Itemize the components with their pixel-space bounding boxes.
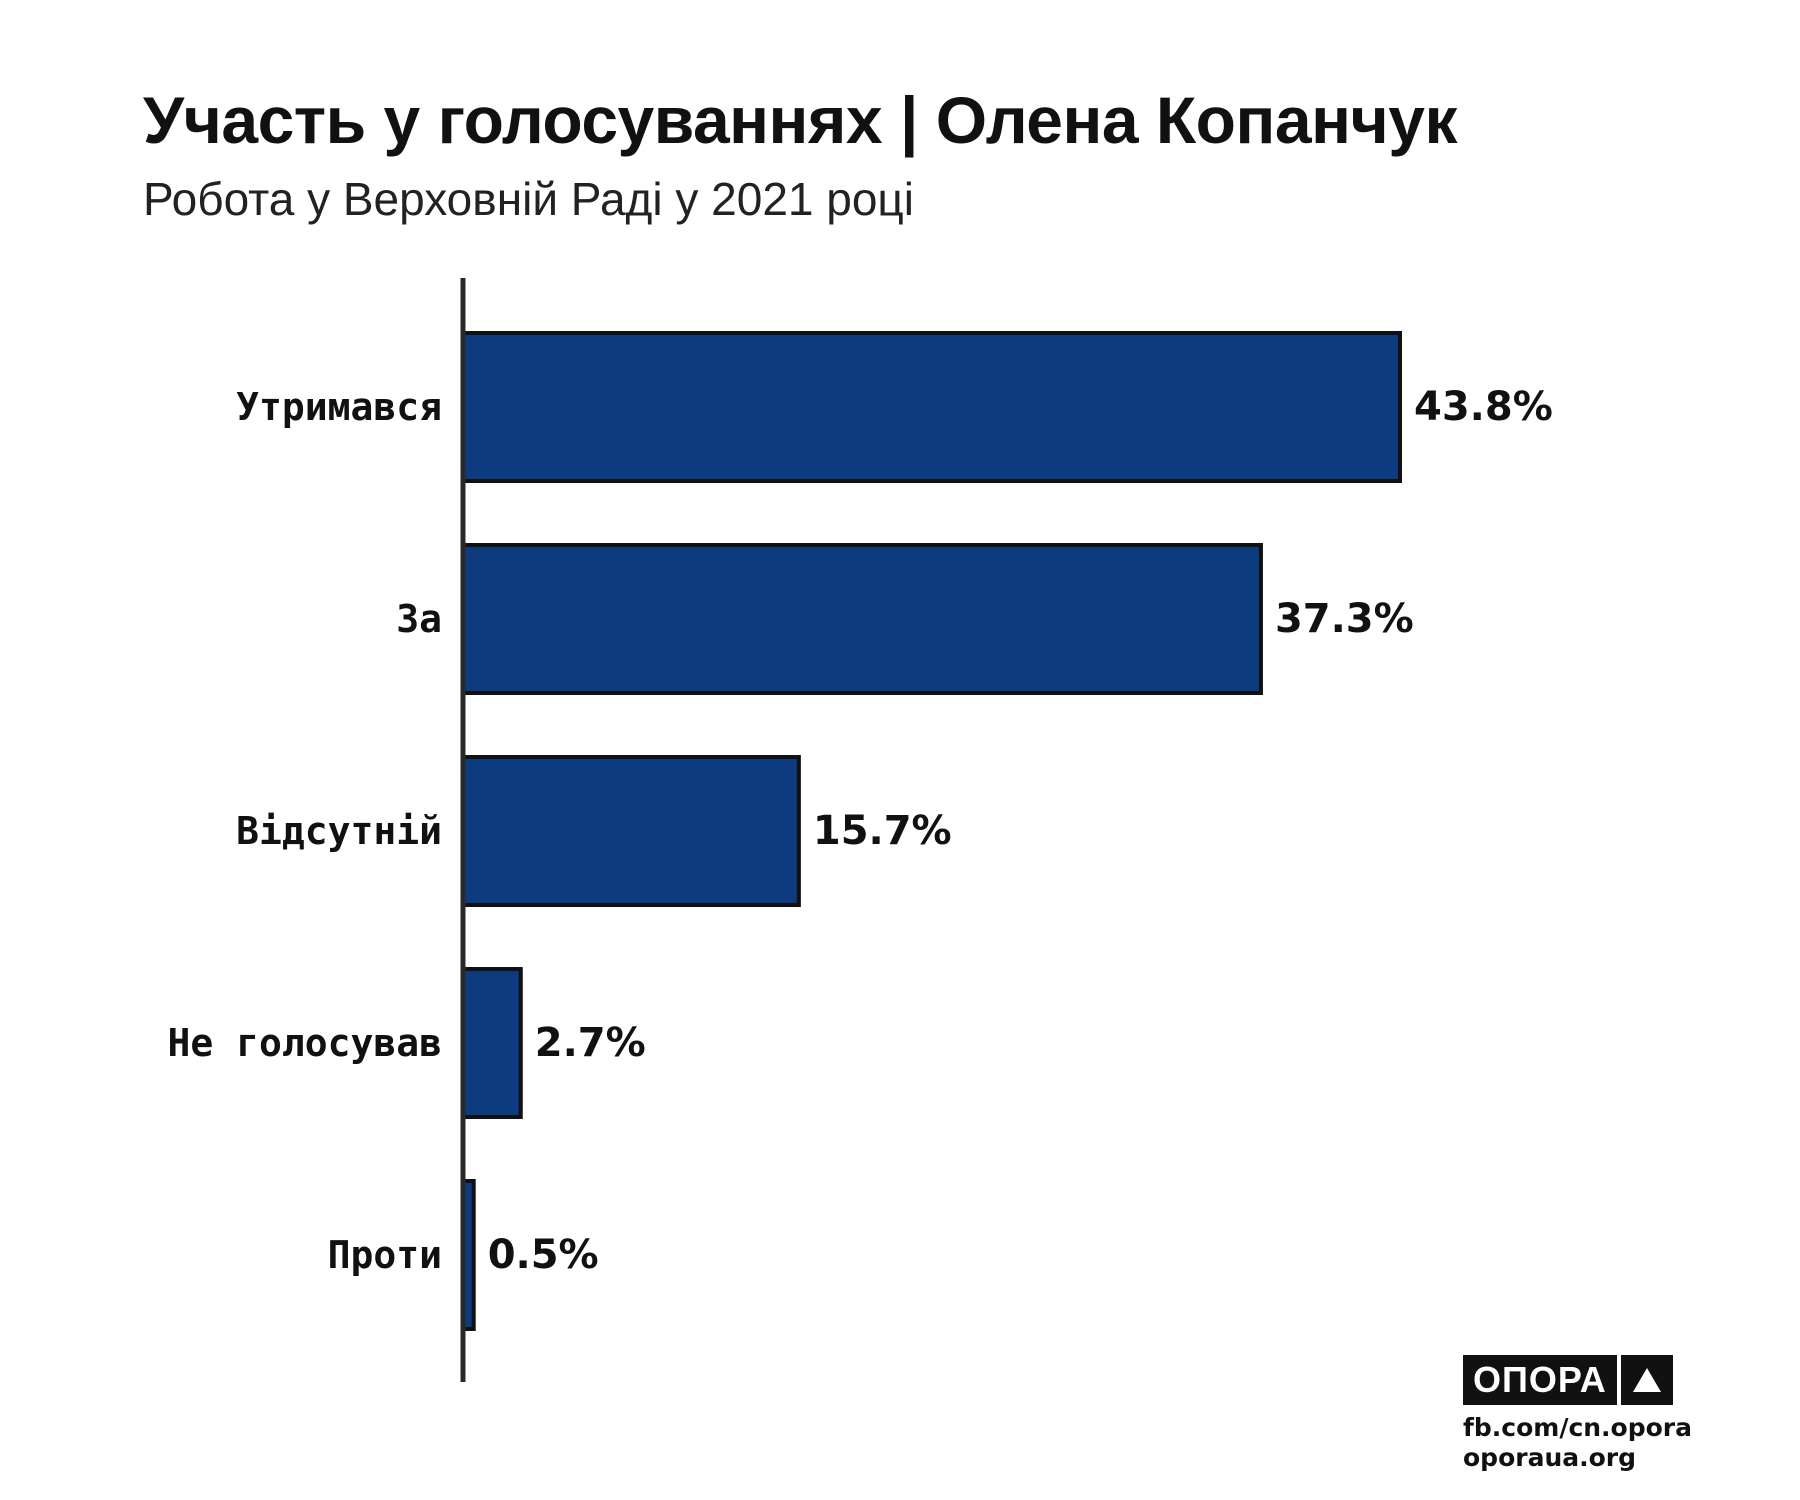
logo-separator [1616,1355,1621,1405]
category-label-abstained: Утримався [236,385,442,429]
category-label-for: За [396,597,442,641]
opora-logo: ОПОРА [1463,1355,1673,1405]
chart-subtitle: Робота у Верховній Раді у 2021 році [143,173,914,225]
footer-links: fb.com/cn.opora oporaua.org [1463,1413,1692,1473]
facebook-link[interactable]: fb.com/cn.opora [1463,1413,1693,1442]
value-label-absent: 15.7% [813,808,952,854]
logo-text: ОПОРА [1463,1355,1617,1405]
value-label-for: 37.3% [1275,596,1414,642]
value-label-abstained: 43.8% [1414,384,1553,430]
website-link[interactable]: oporaua.org [1463,1443,1637,1472]
bars-group: Утримався 43.8% За 37.3% Відсутній 15.7% Не го… [167,331,1553,1331]
bar-abstained [461,331,1402,483]
chart-title: Участь у голосуваннях | Олена Копанчук [143,83,1458,157]
bar-absent [461,755,801,907]
bar-not-voted [461,967,523,1119]
bar-for [461,543,1263,695]
category-label-absent: Відсутній [236,809,442,853]
category-label-not-voted: Не голосував [167,1021,442,1065]
triangle-up-icon [1620,1355,1673,1405]
category-label-against: Проти [328,1233,442,1277]
value-label-against: 0.5% [488,1232,599,1278]
value-label-not-voted: 2.7% [535,1020,646,1066]
